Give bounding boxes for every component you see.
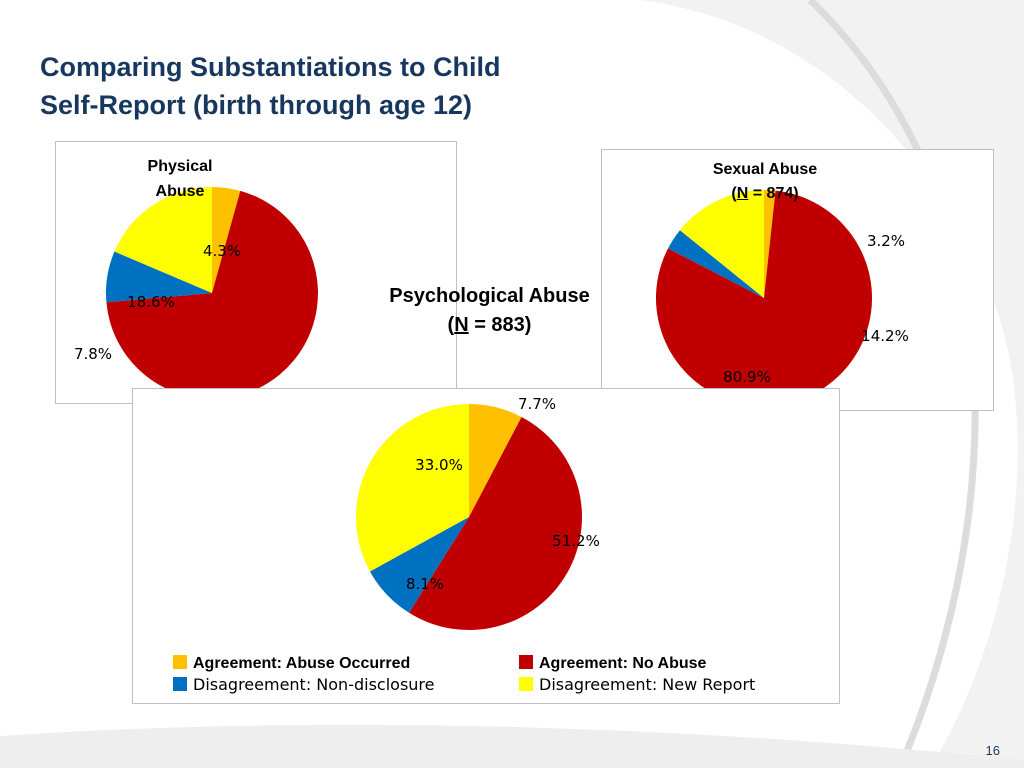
legend-item-new-report: Disagreement: New Report bbox=[519, 675, 755, 697]
psychological-abuse-title-line1: Psychological Abuse bbox=[389, 285, 590, 307]
psychological-abuse-title-line2: (N = 883) bbox=[447, 314, 532, 336]
sexual-slice-agreement-no-abuse bbox=[656, 190, 872, 406]
sexual-abuse-chart-title: Sexual Abuse (N = 874) bbox=[685, 158, 845, 206]
psych-data-label-abuse-occurred: 7.7% bbox=[517, 395, 557, 413]
physical-data-label-2: 7.8% bbox=[73, 345, 113, 363]
page-number: 16 bbox=[985, 743, 1000, 758]
psychological-abuse-pie bbox=[356, 404, 583, 631]
physical-slice-agreement-no-abuse bbox=[106, 190, 319, 399]
sexual-data-label-non-disclosure: 3.2% bbox=[866, 232, 906, 250]
physical-data-label-1: 18.6% bbox=[127, 293, 175, 311]
sexual-abuse-chart-panel: Sexual Abuse (N = 874) 80.9% 3.2% 14.2% bbox=[601, 149, 994, 411]
legend-item-no-abuse: Agreement: No Abuse bbox=[519, 653, 706, 675]
physical-slice-agreement-abuse-occurred bbox=[212, 187, 241, 293]
physical-data-label-0: 4.3% bbox=[202, 242, 242, 260]
sexual-abuse-pie bbox=[656, 190, 872, 406]
psychological-slice-agreement-no-abuse bbox=[409, 416, 583, 631]
physical-abuse-chart-panel: Physical Abuse 4.3% 18.6% 7.8% bbox=[55, 141, 457, 404]
legend-item-abuse-occurred: Agreement: Abuse Occurred bbox=[173, 653, 410, 675]
psychological-slice-disagreement-new-report bbox=[356, 404, 469, 572]
physical-abuse-chart-title: Physical Abuse bbox=[130, 154, 230, 204]
physical-slice-disagreement-non-disclosure bbox=[106, 251, 212, 303]
sexual-data-label-no-abuse: 80.9% bbox=[723, 368, 771, 386]
slide-title-line1: Comparing Substantiations to Child bbox=[40, 52, 501, 82]
slide-title: Comparing Substantiations to Child Self-… bbox=[40, 48, 660, 124]
slide-title-line2: Self-Report (birth through age 12) bbox=[40, 90, 472, 120]
legend-swatch-no-abuse bbox=[519, 655, 533, 669]
psychological-slice-disagreement-non-disclosure bbox=[369, 517, 469, 613]
sexual-slice-disagreement-new-report bbox=[679, 190, 764, 298]
sexual-slice-agreement-abuse-occurred bbox=[764, 190, 776, 298]
legend-swatch-abuse-occurred bbox=[173, 655, 187, 669]
sexual-abuse-title-line1: Sexual Abuse bbox=[712, 161, 818, 178]
psychological-abuse-chart-title: Psychological Abuse (N = 883) bbox=[372, 282, 607, 340]
sexual-data-label-new-report: 14.2% bbox=[861, 327, 909, 345]
physical-slice-disagreement-new-report bbox=[114, 187, 212, 293]
psych-data-label-non-disclosure: 8.1% bbox=[405, 575, 445, 593]
sexual-slice-disagreement-non-disclosure bbox=[668, 230, 764, 298]
sexual-abuse-title-line2: (N = 874) bbox=[731, 185, 799, 202]
physical-abuse-pie bbox=[106, 187, 319, 399]
psychological-abuse-chart-panel: 7.7% 51.2% 8.1% 33.0% Agreement: Abuse O… bbox=[132, 388, 840, 704]
legend-swatch-non-disclosure bbox=[173, 677, 187, 691]
physical-abuse-title-line1: Physical bbox=[147, 158, 213, 175]
psych-data-label-new-report: 33.0% bbox=[415, 456, 463, 474]
psychological-slice-agreement-abuse-occurred bbox=[469, 404, 522, 517]
physical-abuse-title-line2: Abuse bbox=[155, 183, 205, 200]
legend-item-non-disclosure: Disagreement: Non-disclosure bbox=[173, 675, 434, 697]
legend-swatch-new-report bbox=[519, 677, 533, 691]
psych-data-label-no-abuse: 51.2% bbox=[552, 532, 600, 550]
